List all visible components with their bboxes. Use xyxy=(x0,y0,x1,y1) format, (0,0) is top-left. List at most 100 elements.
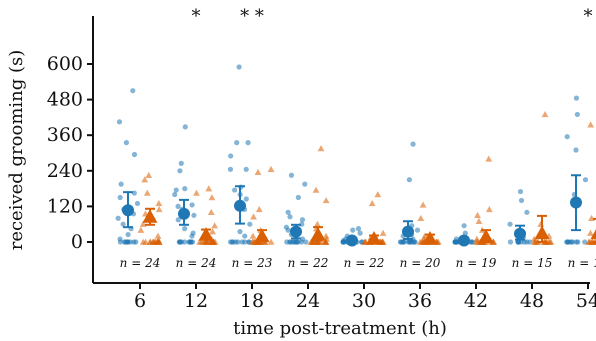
data-point xyxy=(142,238,149,245)
data-point xyxy=(249,232,257,239)
mean-marker xyxy=(478,229,494,243)
data-point xyxy=(517,188,524,195)
mean-marker xyxy=(254,228,270,243)
y-ticks: 0 120 240 360 480 600 xyxy=(47,53,93,253)
data-point xyxy=(131,190,137,196)
y-tick-label: 120 xyxy=(47,195,83,217)
data-point xyxy=(340,239,346,245)
data-point xyxy=(115,215,121,221)
x-tick-label: 24 xyxy=(296,290,320,312)
mean-marker xyxy=(142,209,158,223)
data-point xyxy=(154,232,162,239)
data-point xyxy=(172,191,178,198)
data-point xyxy=(242,233,248,239)
data-point xyxy=(243,196,249,202)
data-point xyxy=(131,151,138,158)
significance-star: * xyxy=(192,6,201,27)
data-point xyxy=(357,230,363,236)
x-tick-label: 12 xyxy=(184,290,208,312)
mean-marker xyxy=(514,227,526,240)
data-point xyxy=(175,217,181,223)
data-point xyxy=(355,226,362,232)
data-point xyxy=(299,239,305,245)
mean-marker xyxy=(290,225,302,238)
x-tick-label: 30 xyxy=(352,290,376,312)
data-point xyxy=(123,140,129,146)
data-point xyxy=(541,111,549,118)
data-point xyxy=(410,141,416,147)
data-point xyxy=(133,239,139,245)
x-tick-label: 54 xyxy=(576,290,596,312)
data-point xyxy=(573,239,579,245)
data-point xyxy=(302,181,308,187)
data-point xyxy=(208,238,216,245)
data-point xyxy=(193,189,200,196)
data-point xyxy=(452,239,458,245)
x-tick-label: 42 xyxy=(464,290,488,312)
data-point xyxy=(267,238,275,245)
data-point xyxy=(139,220,147,227)
x-tick-label: 36 xyxy=(408,290,432,312)
data-point xyxy=(417,214,425,221)
data-point xyxy=(564,134,570,140)
data-point xyxy=(414,227,421,233)
data-point xyxy=(317,145,325,152)
data-point xyxy=(462,230,468,236)
data-point xyxy=(582,177,589,183)
data-point xyxy=(314,238,322,245)
x-tick-label: 18 xyxy=(240,290,264,312)
data-point xyxy=(322,232,330,239)
y-tick-label: 240 xyxy=(47,160,83,182)
data-point xyxy=(229,239,235,245)
sample-size-label: n = 19 xyxy=(456,256,497,270)
data-point xyxy=(155,205,163,213)
data-point xyxy=(130,88,136,94)
sample-size-label: n = 15 xyxy=(512,256,553,270)
data-point xyxy=(284,239,290,245)
data-point xyxy=(232,187,238,193)
mean-marker xyxy=(198,227,214,241)
n-labels: n = 24 n = 24 n = 23 n = 22 n = 22 n = 20 n = … xyxy=(120,256,596,270)
data-point xyxy=(143,189,151,196)
data-point xyxy=(117,239,123,245)
data-point xyxy=(182,226,188,232)
y-tick-label: 360 xyxy=(47,124,83,146)
data-point xyxy=(288,172,295,178)
data-point xyxy=(134,200,141,207)
y-axis-title: received grooming (s) xyxy=(6,50,27,251)
data-point xyxy=(568,239,574,245)
mean-marker xyxy=(178,207,190,220)
data-point xyxy=(250,213,257,220)
data-point xyxy=(189,202,195,208)
data-point xyxy=(507,221,513,227)
sample-size-label: n = 24 xyxy=(120,256,161,270)
sample-size-label: n = 22 xyxy=(344,256,385,270)
data-point xyxy=(234,140,240,146)
x-ticks: 6 12 18 24 30 36 42 48 54 xyxy=(134,283,596,312)
significance-markers: * * * * xyxy=(192,6,593,27)
mean-marker xyxy=(590,229,596,240)
data-point xyxy=(237,229,243,235)
mean-marker xyxy=(366,230,382,245)
mean-marker xyxy=(458,234,470,247)
data-point xyxy=(485,205,493,213)
data-point xyxy=(485,155,493,162)
data-point xyxy=(236,64,242,70)
mean-marker xyxy=(422,230,438,245)
data-point xyxy=(379,229,387,236)
data-point xyxy=(309,238,317,245)
data-point xyxy=(313,220,321,227)
data-point xyxy=(412,239,418,245)
data-point xyxy=(137,226,145,233)
data-point xyxy=(175,203,181,209)
data-point xyxy=(527,239,533,245)
data-point xyxy=(125,231,131,238)
x-axis-title: time post-treatment (h) xyxy=(233,318,447,339)
data-point xyxy=(285,209,291,215)
data-point xyxy=(582,239,588,245)
data-point xyxy=(474,211,481,219)
data-point xyxy=(247,221,253,227)
data-point xyxy=(533,238,541,245)
significance-star: * xyxy=(584,6,593,27)
data-point xyxy=(125,239,131,245)
